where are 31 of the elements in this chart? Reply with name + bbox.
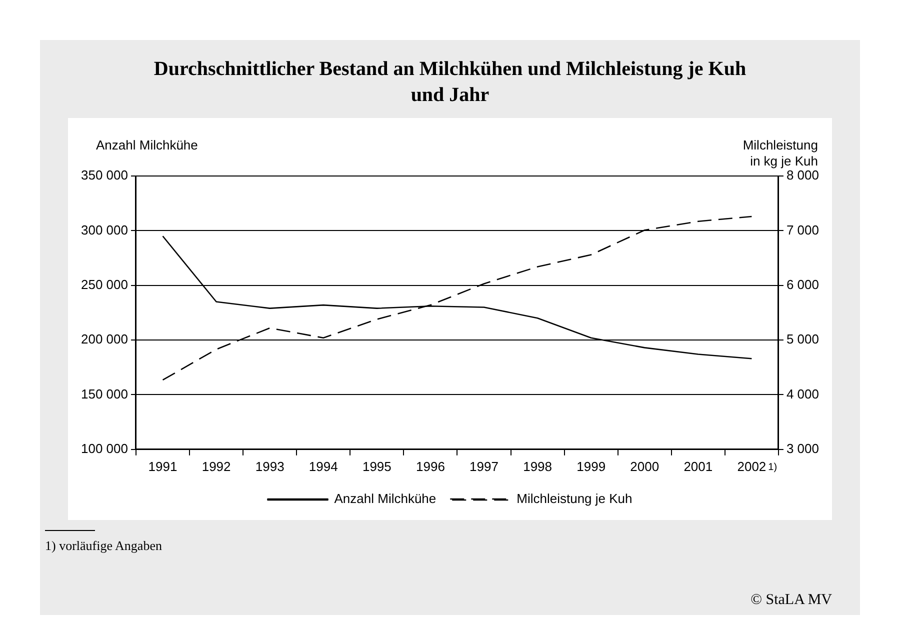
chart-title: Durchschnittlicher Bestand an Milchkühen und Milchleistung je Kuh und Jahr xyxy=(152,57,748,108)
x-tick-label: 1994 xyxy=(308,458,338,474)
y-tick-label: 250 000 xyxy=(80,276,128,292)
y2-tick-label: 7 000 xyxy=(786,222,820,238)
legend-label: Anzahl Milchkühe xyxy=(334,491,436,506)
y2-tick-label: 4 000 xyxy=(786,386,820,402)
y-tick-label: 100 000 xyxy=(80,440,128,456)
legend-label: Milchleistung je Kuh xyxy=(516,491,632,506)
x-tick-label: 2000 xyxy=(630,458,660,474)
y-tick-label: 350 000 xyxy=(80,168,128,183)
x-tick-label: 1997 xyxy=(470,458,498,474)
text: © StaLA MV xyxy=(750,592,832,609)
text: 1) vorläufige Angaben xyxy=(45,538,162,554)
y2-tick-label: 6 000 xyxy=(786,276,820,292)
x-tick-label: 2001 xyxy=(684,458,713,474)
x-tick-label: 1992 xyxy=(202,458,231,474)
y2-tick-label: 5 000 xyxy=(786,332,820,347)
x-tick-label: 1999 xyxy=(576,458,606,474)
y2-tick-label: 8 000 xyxy=(786,168,820,183)
y-tick-label: 200 000 xyxy=(80,332,128,347)
y-tick-label: 300 000 xyxy=(80,222,128,238)
y2-axis-title: Milchleistung in kg je Kuh xyxy=(742,138,818,169)
y-tick-label: 150 000 xyxy=(80,386,128,402)
x-tick-label: 1993 xyxy=(255,458,284,474)
x-tick-label: 1998 xyxy=(523,458,552,474)
category-label: 20021) xyxy=(737,458,778,474)
x-tick-label: 1996 xyxy=(416,458,445,474)
x-tick-label: 1995 xyxy=(362,458,392,474)
y-axis-title: Anzahl Milchkühe xyxy=(96,138,198,153)
x-tick-label: 1991 xyxy=(148,458,178,474)
y2-tick-label: 3 000 xyxy=(786,440,820,456)
